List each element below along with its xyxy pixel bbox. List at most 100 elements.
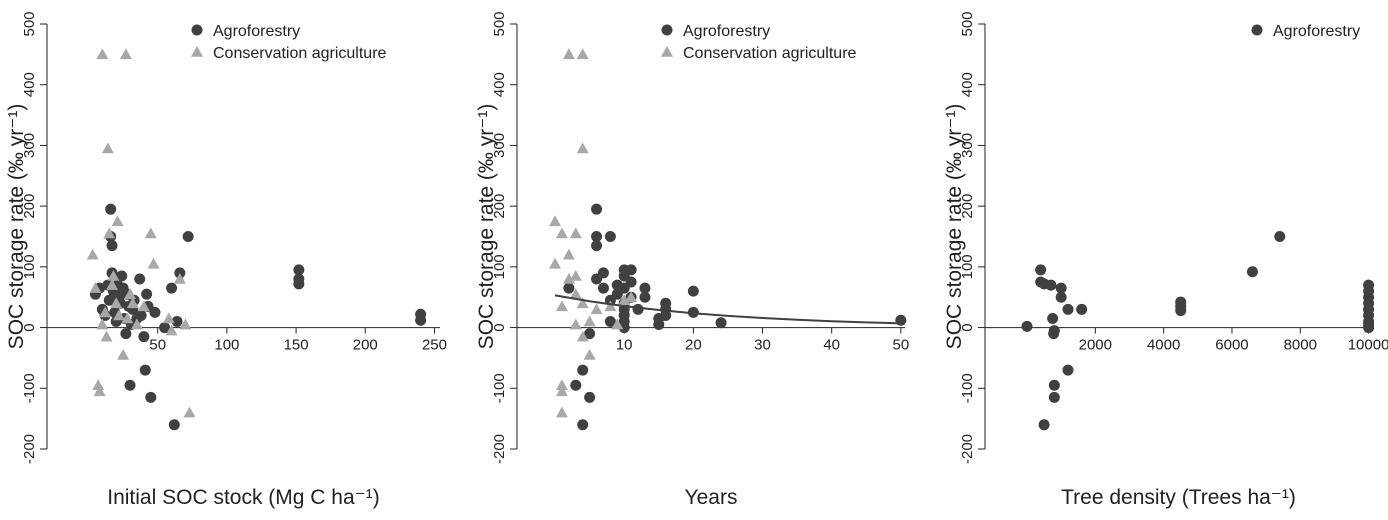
point (162, 312, 175, 324)
point (92, 379, 105, 391)
point (1055, 291, 1067, 303)
x-tick-label: 8000 (1284, 337, 1317, 354)
y-tick-label: 300 (21, 133, 38, 158)
point (583, 348, 596, 360)
fit-line (554, 294, 901, 325)
point (112, 309, 125, 321)
point (139, 364, 151, 376)
point (1038, 419, 1050, 431)
point (144, 227, 157, 239)
legend-label: Agroforestry (213, 23, 300, 40)
x-tick-label: 250 (422, 337, 447, 354)
point (569, 269, 582, 281)
x-tick-label: 40 (823, 337, 840, 354)
point (293, 278, 305, 290)
point (555, 379, 568, 391)
point (159, 322, 171, 334)
point (563, 282, 575, 294)
point (120, 328, 132, 340)
x-tick-label: 6000 (1215, 337, 1248, 354)
point (1274, 231, 1286, 242)
legend-marker (191, 46, 203, 57)
point (576, 330, 589, 342)
point (1076, 303, 1088, 315)
point (173, 273, 186, 284)
point (119, 48, 132, 60)
point (604, 300, 617, 312)
point (591, 231, 603, 242)
point (591, 203, 603, 215)
y-axis-label: SOC storage rate (‰ yr⁻¹) (475, 104, 498, 350)
point (126, 297, 139, 309)
point (555, 227, 568, 239)
y-tick-label: -200 (21, 434, 38, 464)
point (604, 316, 616, 327)
point (166, 282, 178, 294)
y-tick-label: 300 (959, 133, 976, 158)
point (110, 297, 123, 309)
x-tick-label: 2000 (1079, 337, 1112, 354)
point (99, 306, 112, 318)
point (121, 312, 134, 324)
y-tick-label: 400 (959, 72, 976, 97)
point (632, 303, 644, 315)
y-axis-label: SOC storage rate (‰ yr⁻¹) (943, 104, 966, 350)
x-axis-label: Tree density (Trees ha⁻¹) (1061, 486, 1296, 509)
point (1055, 282, 1067, 294)
point (106, 240, 118, 252)
point (168, 419, 180, 431)
point (590, 303, 603, 315)
point (111, 215, 124, 227)
point (611, 318, 624, 330)
legend-marker (191, 24, 203, 36)
point (1062, 303, 1074, 315)
point (100, 330, 113, 342)
point (1363, 322, 1375, 334)
point (618, 294, 631, 306)
x-axis-label: Years (685, 486, 738, 509)
point (149, 306, 161, 318)
point (555, 385, 568, 397)
point (576, 142, 589, 154)
point (124, 379, 136, 391)
y-tick-label: 200 (959, 194, 976, 219)
point (96, 318, 109, 330)
point (117, 348, 130, 360)
point (639, 291, 651, 303)
panel: -200 -100 0 100 200 300 400 500 2000 4000 6000 8000… (943, 11, 1388, 509)
legend-label: Conservation agriculture (683, 45, 857, 62)
point (1045, 279, 1057, 291)
point (715, 317, 727, 329)
x-tick-label: 30 (754, 337, 771, 354)
point (116, 270, 128, 282)
point (570, 379, 582, 391)
point (1246, 266, 1258, 278)
legend-label: Agroforestry (683, 23, 770, 40)
y-tick-label: 200 (21, 194, 38, 219)
y-tick-label: 0 (491, 323, 508, 331)
point (576, 48, 589, 60)
x-tick-label: 4000 (1147, 337, 1180, 354)
legend-marker (661, 24, 673, 36)
point (147, 257, 160, 269)
point (415, 314, 427, 326)
point (1048, 379, 1060, 391)
point (179, 318, 192, 330)
point (138, 331, 150, 343)
y-tick-label: 200 (491, 194, 508, 219)
point (549, 257, 562, 269)
point (171, 316, 183, 327)
point (183, 406, 196, 418)
y-tick-label: -200 (491, 434, 508, 464)
point (293, 264, 305, 276)
point (660, 309, 672, 321)
point (584, 391, 596, 403)
y-tick-label: 500 (21, 11, 38, 36)
panel: -200 -100 0 100 200 300 400 500 50 100 150 200 250 SO… (5, 11, 447, 509)
point (1021, 320, 1033, 332)
point (577, 419, 589, 431)
x-tick-label: 10 (616, 337, 633, 354)
point (96, 48, 109, 60)
